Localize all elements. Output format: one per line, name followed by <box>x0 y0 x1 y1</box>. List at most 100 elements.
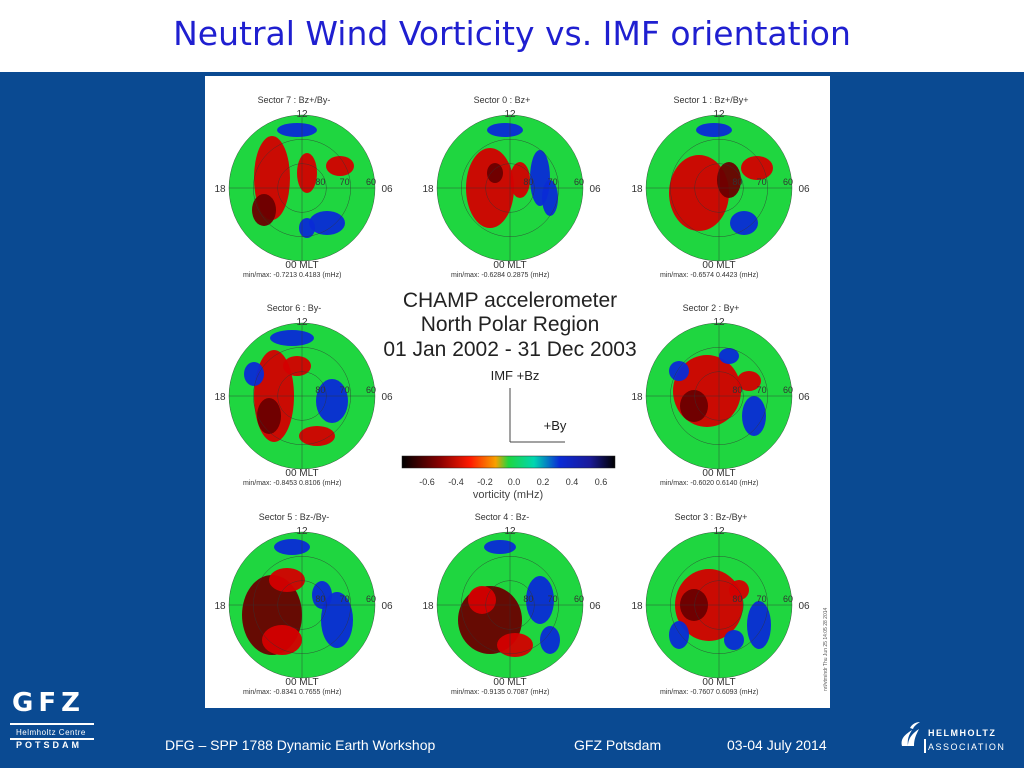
mlt-label-00: 00 MLT <box>702 677 735 688</box>
positive-vorticity-region <box>270 330 314 346</box>
vorticity-pattern <box>669 348 766 436</box>
panel-minmax: min/max: -0.8341 0.7655 (mHz) <box>243 689 341 696</box>
lat-label-60: 60 <box>783 177 793 187</box>
mlt-label-06: 06 <box>589 184 601 195</box>
positive-vorticity-region <box>542 180 558 216</box>
positive-vorticity-region <box>742 396 766 436</box>
positive-vorticity-region <box>309 211 345 235</box>
negative-vorticity-region <box>252 194 276 226</box>
negative-vorticity-region <box>717 162 741 198</box>
figure-heading-3: 01 Jan 2002 - 31 Dec 2003 <box>383 338 636 361</box>
mlt-label-18: 18 <box>422 601 434 612</box>
side-note: nrl/vtm/ndr Thu Jun 25 14:05 28 2014 <box>823 607 829 691</box>
figure-heading-2: North Polar Region <box>421 313 600 336</box>
mlt-label-18: 18 <box>631 184 643 195</box>
positive-vorticity-region <box>321 592 353 648</box>
lat-label-70: 70 <box>548 594 558 604</box>
negative-vorticity-region <box>257 398 281 434</box>
panel-title: Sector 0 : Bz+ <box>474 95 531 105</box>
positive-vorticity-region <box>274 539 310 555</box>
colorbar-tick-label: -0.2 <box>477 477 493 487</box>
mlt-label-06: 06 <box>381 601 393 612</box>
mlt-label-06: 06 <box>798 184 810 195</box>
negative-vorticity-region <box>297 153 317 193</box>
lat-label-60: 60 <box>366 594 376 604</box>
negative-vorticity-region <box>510 162 530 198</box>
negative-vorticity-region <box>669 155 729 231</box>
positive-vorticity-region <box>540 626 560 654</box>
panel-minmax: min/max: -0.6284 0.2875 (mHz) <box>451 272 549 279</box>
positive-vorticity-region <box>277 123 317 137</box>
gfz-logo-abbrev: GFZ <box>12 688 85 718</box>
mlt-label-00: 00 MLT <box>493 260 526 271</box>
positive-vorticity-region <box>484 540 516 554</box>
panel-title: Sector 7 : Bz+/By- <box>258 95 331 105</box>
mlt-label-12: 12 <box>713 526 725 537</box>
lat-label-70: 70 <box>340 594 350 604</box>
gfz-logo-line2: POTSDAM <box>16 740 82 750</box>
vorticity-pattern <box>458 540 560 657</box>
colorbar-tick-label: -0.6 <box>419 477 435 487</box>
mlt-label-18: 18 <box>422 184 434 195</box>
mlt-label-06: 06 <box>798 392 810 403</box>
gfz-logo-rule <box>10 723 94 725</box>
positive-vorticity-region <box>299 218 315 238</box>
negative-vorticity-region <box>729 580 749 600</box>
vorticity-figure: Sector 7 : Bz+/By- 12 18 06 00 MLT 80 70 60 min/… <box>205 76 830 708</box>
lat-label-80: 80 <box>732 385 742 395</box>
positive-vorticity-region <box>730 211 758 235</box>
negative-vorticity-region <box>326 156 354 176</box>
lat-label-60: 60 <box>366 385 376 395</box>
lat-label-70: 70 <box>757 594 767 604</box>
mlt-label-18: 18 <box>214 184 226 195</box>
slide-title: Neutral Wind Vorticity vs. IMF orientati… <box>173 14 851 53</box>
negative-vorticity-region <box>737 371 761 391</box>
footer-workshop: DFG – SPP 1788 Dynamic Earth Workshop <box>165 737 436 753</box>
lat-label-70: 70 <box>757 385 767 395</box>
lat-label-80: 80 <box>523 177 533 187</box>
negative-vorticity-region <box>283 356 311 376</box>
footer-venue: GFZ Potsdam <box>574 737 662 753</box>
mlt-label-18: 18 <box>214 601 226 612</box>
positive-vorticity-region <box>669 621 689 649</box>
colorbar <box>401 455 616 469</box>
gfz-logo: GFZ Helmholtz Centre POTSDAM <box>10 688 100 754</box>
lat-label-70: 70 <box>548 177 558 187</box>
panel-minmax: min/max: -0.7607 0.6093 (mHz) <box>660 689 758 696</box>
panel-title: Sector 4 : Bz- <box>475 512 530 522</box>
negative-vorticity-region <box>487 163 503 183</box>
mlt-label-18: 18 <box>631 392 643 403</box>
mlt-label-00: 00 MLT <box>285 677 318 688</box>
panel-title: Sector 2 : By+ <box>683 303 740 313</box>
panel-title: Sector 1 : Bz+/By+ <box>673 95 748 105</box>
title-bar: Neutral Wind Vorticity vs. IMF orientati… <box>0 0 1024 72</box>
gfz-logo-rule-2 <box>10 738 94 740</box>
lat-label-70: 70 <box>340 177 350 187</box>
lat-label-70: 70 <box>340 385 350 395</box>
lat-label-80: 80 <box>315 594 325 604</box>
negative-vorticity-region <box>497 633 533 657</box>
panel-minmax: min/max: -0.9135 0.7087 (mHz) <box>451 689 549 696</box>
positive-vorticity-region <box>724 630 744 650</box>
negative-vorticity-region <box>741 156 773 180</box>
mlt-label-12: 12 <box>296 109 308 120</box>
figure-svg: Sector 7 : Bz+/By- 12 18 06 00 MLT 80 70 60 min/… <box>214 95 829 696</box>
positive-vorticity-region <box>244 362 264 386</box>
panel-title: Sector 5 : Bz-/By- <box>259 512 330 522</box>
positive-vorticity-region <box>487 123 523 137</box>
mlt-label-06: 06 <box>381 392 393 403</box>
lat-label-80: 80 <box>732 594 742 604</box>
mlt-label-06: 06 <box>381 184 393 195</box>
positive-vorticity-region <box>669 361 689 381</box>
helmholtz-line2: ASSOCIATION <box>928 742 1006 752</box>
mlt-label-00: 00 MLT <box>702 468 735 479</box>
negative-vorticity-region <box>468 586 496 614</box>
mlt-label-12: 12 <box>296 526 308 537</box>
mlt-label-12: 12 <box>296 317 308 328</box>
mlt-label-00: 00 MLT <box>285 260 318 271</box>
mlt-label-00: 00 MLT <box>702 260 735 271</box>
helmholtz-logo: HELMHOLTZ ASSOCIATION <box>898 718 1018 758</box>
colorbar-title: vorticity (mHz) <box>473 489 543 501</box>
colorbar-tick-label: 0.0 <box>508 477 521 487</box>
lat-label-60: 60 <box>783 385 793 395</box>
